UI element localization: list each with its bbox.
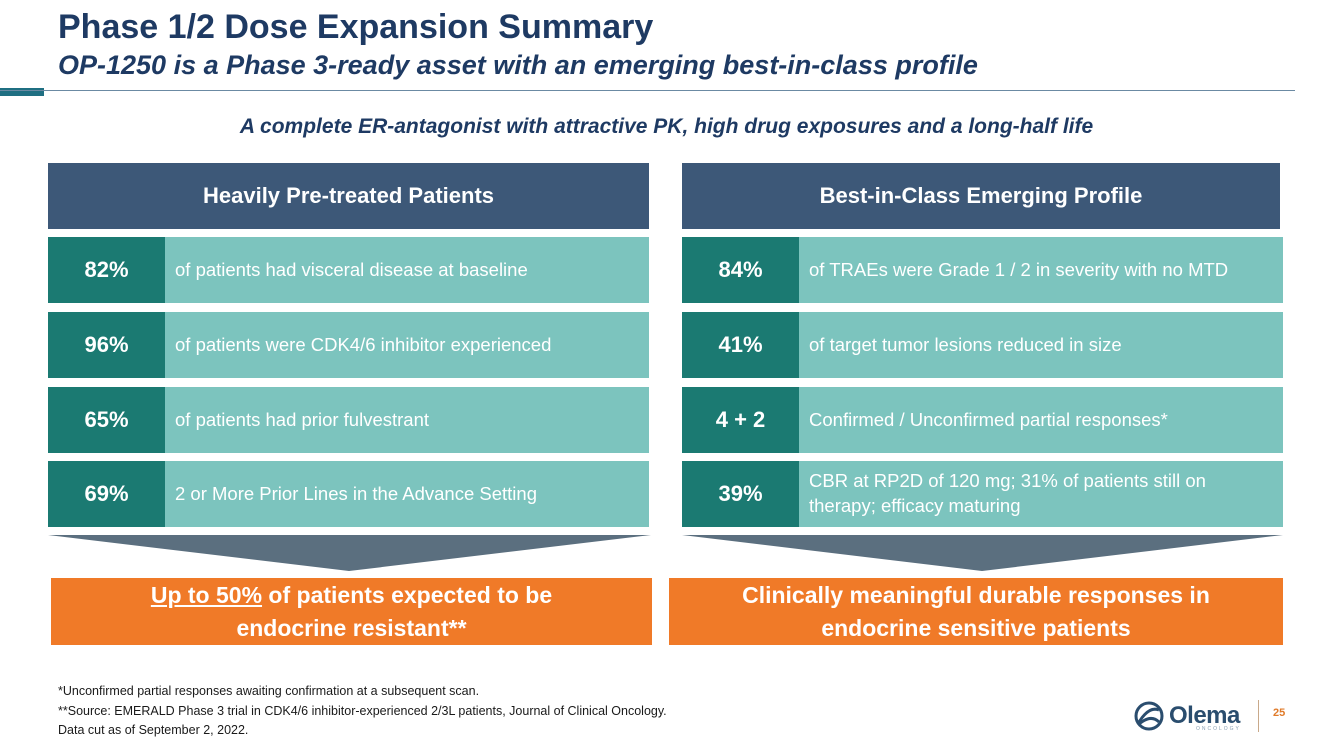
stat-value: 69% [48, 461, 165, 527]
stat-value: 96% [48, 312, 165, 378]
left-stat-row: 82% of patients had visceral disease at … [48, 237, 649, 303]
stat-value: 4 + 2 [682, 387, 799, 453]
stat-text: of patients had prior fulvestrant [175, 408, 430, 430]
right-stat-row: 4 + 2 Confirmed / Unconfirmed partial re… [682, 387, 1283, 453]
right-funnel-arrow [682, 535, 1283, 571]
footer-divider [1258, 700, 1259, 732]
outcome-line1: of patients expected to be [262, 581, 553, 608]
logo-text: Olema [1169, 702, 1240, 729]
stat-value: 82% [48, 237, 165, 303]
stat-text: 2 or More Prior Lines in the Advance Set… [175, 482, 537, 504]
right-panel-header: Best-in-Class Emerging Profile [682, 163, 1280, 229]
footnote: *Unconfirmed partial responses awaiting … [58, 684, 480, 698]
outcome-line2: endocrine sensitive patients [821, 614, 1131, 641]
page-subtitle: OP-1250 is a Phase 3-ready asset with an… [58, 50, 978, 80]
footnote: Data cut as of September 2, 2022. [58, 723, 249, 737]
title-rule [0, 90, 1295, 91]
left-outcome-box: Up to 50% of patients expected to be end… [51, 578, 652, 645]
right-stat-row: 84% of TRAEs were Grade 1 / 2 in severit… [682, 237, 1283, 303]
page-number: 25 [1273, 707, 1286, 719]
outcome-line1: Clinically meaningful durable responses … [742, 581, 1210, 608]
page-title: Phase 1/2 Dose Expansion Summary [58, 8, 654, 46]
olema-mark-icon [1134, 701, 1164, 731]
right-outcome-box: Clinically meaningful durable responses … [669, 578, 1283, 645]
olema-logo: Olema [1133, 700, 1240, 732]
stat-text: CBR at RP2D of 120 mg; 31% of patients s… [809, 470, 1206, 516]
stat-value: 65% [48, 387, 165, 453]
left-funnel-arrow [48, 535, 651, 571]
left-panel-header: Heavily Pre-treated Patients [48, 163, 649, 229]
left-stat-row: 65% of patients had prior fulvestrant [48, 387, 649, 453]
stat-value: 39% [682, 461, 799, 527]
outcome-underlined: Up to 50% [150, 581, 263, 608]
stat-text: Confirmed / Unconfirmed partial response… [809, 408, 1168, 430]
stat-value: 41% [682, 312, 799, 378]
title-rule-accent [0, 88, 44, 96]
left-stat-row: 69% 2 or More Prior Lines in the Advance… [48, 461, 649, 527]
stat-text: of TRAEs were Grade 1 / 2 in severity wi… [809, 258, 1229, 280]
outcome-line2: endocrine resistant** [236, 614, 467, 641]
stat-text: of target tumor lesions reduced in size [809, 333, 1122, 355]
stat-text: of patients were CDK4/6 inhibitor experi… [175, 333, 552, 355]
stat-text: of patients had visceral disease at base… [175, 258, 528, 280]
right-stat-row: 39% CBR at RP2D of 120 mg; 31% of patien… [682, 461, 1283, 527]
tagline: A complete ER-antagonist with attractive… [239, 115, 1094, 138]
left-stat-row: 96% of patients were CDK4/6 inhibitor ex… [48, 312, 649, 378]
logo-subtext: ONCOLOGY [1196, 726, 1241, 732]
right-stat-row: 41% of target tumor lesions reduced in s… [682, 312, 1283, 378]
footnote: **Source: EMERALD Phase 3 trial in CDK4/… [58, 704, 667, 718]
stat-value: 84% [682, 237, 799, 303]
